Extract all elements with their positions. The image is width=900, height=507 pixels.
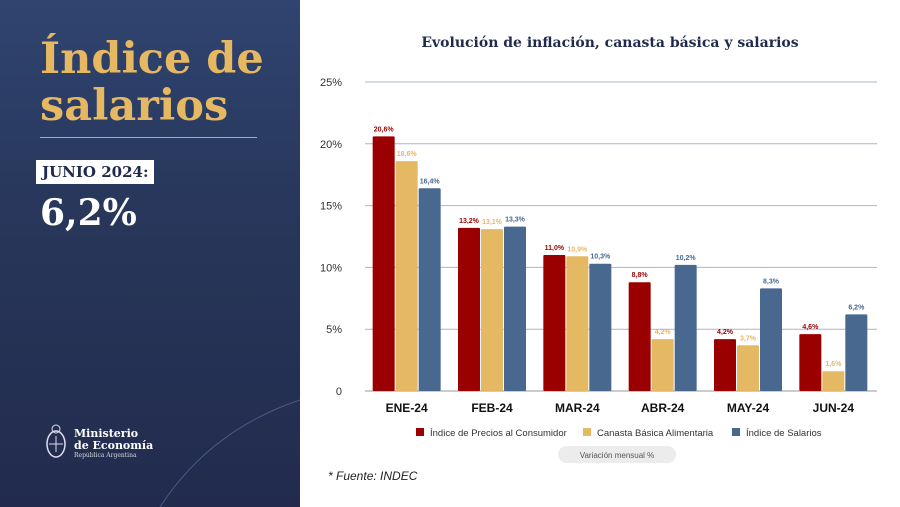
legend-swatch	[416, 428, 424, 436]
bar-0	[714, 339, 736, 391]
x-tick-label: MAR-24	[555, 401, 600, 415]
x-tick-label: ABR-24	[641, 401, 685, 415]
data-label: 8,3%	[763, 278, 780, 285]
decorative-arc	[159, 399, 300, 507]
bar-2	[674, 264, 697, 391]
y-tick-label: 0	[336, 386, 342, 398]
bar-chart: Evolución de inflación, canasta básica y…	[320, 35, 877, 463]
logo-line1: Ministerio	[74, 426, 139, 440]
data-label: 1,6%	[825, 361, 842, 368]
bar-2	[760, 288, 782, 391]
chart-note: Variación mensual %	[580, 451, 655, 460]
data-label: 13,2%	[459, 218, 480, 225]
bar-2	[418, 188, 441, 391]
data-label: 4,6%	[802, 324, 819, 331]
page-title: Índice de salarios	[40, 34, 264, 131]
x-tick-label: JUN-24	[813, 401, 855, 415]
x-tick-label: MAY-24	[727, 401, 770, 415]
bar-1	[651, 339, 674, 391]
chart-title: Evolución de inflación, canasta básica y…	[421, 35, 798, 51]
bar-1	[395, 161, 418, 391]
bar-1	[737, 345, 759, 391]
bar-0	[628, 282, 651, 391]
data-label: 8,8%	[632, 272, 649, 279]
bar-1	[481, 229, 503, 391]
y-tick-label: 25%	[320, 77, 342, 89]
bar-0	[458, 227, 480, 391]
data-label: 18,6%	[397, 151, 418, 158]
legend-swatch	[732, 428, 740, 436]
logo-line2: de Economía	[74, 438, 154, 452]
y-tick-label: 10%	[320, 262, 342, 274]
legend-label: Índice de Salarios	[746, 428, 822, 439]
bar-2	[504, 226, 526, 391]
y-tick-label: 5%	[326, 324, 342, 336]
source-note: * Fuente: INDEC	[328, 469, 418, 483]
bar-2	[589, 263, 612, 391]
bar-2	[845, 314, 868, 391]
data-label: 16,4%	[420, 178, 441, 185]
note-pill	[558, 446, 676, 463]
data-label: 10,3%	[590, 254, 611, 261]
legend-label: Canasta Básica Alimentaria	[597, 428, 714, 439]
coat-of-arms-icon	[46, 424, 66, 458]
bar-0	[799, 334, 822, 391]
data-label: 10,2%	[676, 255, 697, 262]
x-tick-label: ENE-24	[386, 401, 428, 415]
x-tick-label: FEB-24	[471, 401, 513, 415]
ministry-logo: Ministerio de Economía República Argenti…	[44, 422, 153, 464]
divider	[40, 137, 257, 138]
data-label: 6,2%	[848, 304, 865, 311]
legend-swatch	[583, 428, 591, 436]
bar-0	[372, 136, 395, 391]
legend-label: Índice de Precios al Consumidor	[430, 428, 567, 439]
data-label: 13,1%	[482, 219, 503, 226]
y-tick-label: 20%	[320, 139, 342, 151]
bar-1	[566, 256, 589, 391]
bar-1	[822, 371, 845, 391]
data-label: 13,3%	[505, 217, 526, 224]
logo-line3: República Argentina	[74, 451, 137, 459]
data-label: 4,2%	[655, 329, 672, 336]
data-label: 10,9%	[567, 246, 588, 253]
data-label: 20,6%	[374, 126, 395, 133]
period-badge: JUNIO 2024:	[36, 160, 155, 184]
headline-value: 6,2%	[40, 192, 137, 234]
data-label: 3,7%	[740, 335, 757, 342]
bar-0	[543, 255, 566, 391]
left-panel: Índice de salarios JUNIO 2024: 6,2% Mini…	[0, 0, 300, 507]
y-tick-label: 15%	[320, 201, 342, 213]
data-label: 4,2%	[717, 329, 734, 336]
data-label: 11,0%	[545, 245, 565, 252]
